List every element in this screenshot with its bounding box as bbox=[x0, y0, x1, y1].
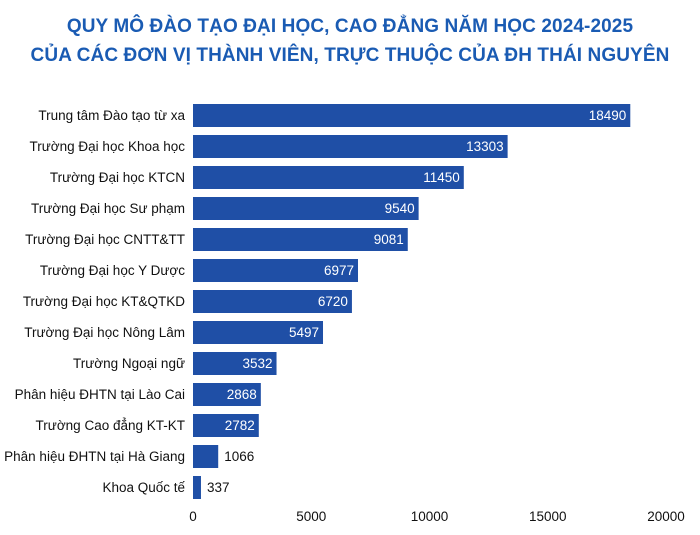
chart-title: QUY MÔ ĐÀO TẠO ĐẠI HỌC, CAO ĐẲNG NĂM HỌC… bbox=[66, 16, 634, 37]
bar bbox=[193, 321, 324, 344]
bar bbox=[193, 135, 508, 158]
value-label: 6720 bbox=[318, 294, 348, 309]
category-label: Trường Đại học Sư phạm bbox=[31, 201, 185, 216]
value-label: 9081 bbox=[374, 232, 404, 247]
category-label: Phân hiệu ĐHTN tại Lào Cai bbox=[15, 387, 185, 402]
bar bbox=[193, 104, 631, 127]
bar bbox=[193, 414, 259, 437]
category-label: Trung tâm Đào tạo từ xa bbox=[38, 108, 185, 123]
value-label: 337 bbox=[207, 480, 230, 495]
bar bbox=[193, 228, 408, 251]
value-label: 18490 bbox=[589, 108, 627, 123]
value-label: 5497 bbox=[289, 325, 319, 340]
value-label: 9540 bbox=[385, 201, 415, 216]
value-label: 2868 bbox=[227, 387, 257, 402]
bar bbox=[193, 197, 419, 220]
category-label: Trường Đại học Y Dược bbox=[40, 263, 185, 278]
x-tick-label: 5000 bbox=[296, 509, 326, 524]
value-label: 3532 bbox=[242, 356, 272, 371]
bar bbox=[193, 352, 277, 375]
x-tick-label: 20000 bbox=[647, 509, 685, 524]
value-label: 6977 bbox=[324, 263, 354, 278]
bar bbox=[193, 166, 464, 189]
category-label: Phân hiệu ĐHTN tại Hà Giang bbox=[4, 449, 185, 464]
bar bbox=[193, 383, 261, 406]
category-label: Trường Đại học KTCN bbox=[50, 170, 185, 185]
category-label: Trường Cao đẳng KT-KT bbox=[36, 418, 185, 433]
bar bbox=[193, 259, 359, 282]
bar bbox=[193, 476, 201, 499]
category-label: Trường Đại học Nông Lâm bbox=[24, 325, 185, 340]
category-label: Khoa Quốc tế bbox=[102, 480, 185, 495]
value-label: 11450 bbox=[423, 170, 460, 185]
bar bbox=[193, 290, 352, 313]
value-label: 13303 bbox=[466, 139, 504, 154]
value-label: 2782 bbox=[225, 418, 255, 433]
chart-subtitle: CỦA CÁC ĐƠN VỊ THÀNH VIÊN, TRỰC THUỘC CỦ… bbox=[30, 45, 670, 66]
bar bbox=[193, 445, 219, 468]
category-label: Trường Đại học KT&QTKD bbox=[23, 294, 185, 309]
category-label: Trường Đại học Khoa học bbox=[30, 139, 186, 154]
x-tick-label: 10000 bbox=[411, 509, 449, 524]
category-label: Trường Đại học CNTT&TT bbox=[25, 232, 185, 247]
x-tick-label: 0 bbox=[189, 509, 197, 524]
category-label: Trường Ngoại ngữ bbox=[73, 356, 185, 371]
value-label: 1066 bbox=[224, 449, 254, 464]
x-tick-label: 15000 bbox=[529, 509, 567, 524]
